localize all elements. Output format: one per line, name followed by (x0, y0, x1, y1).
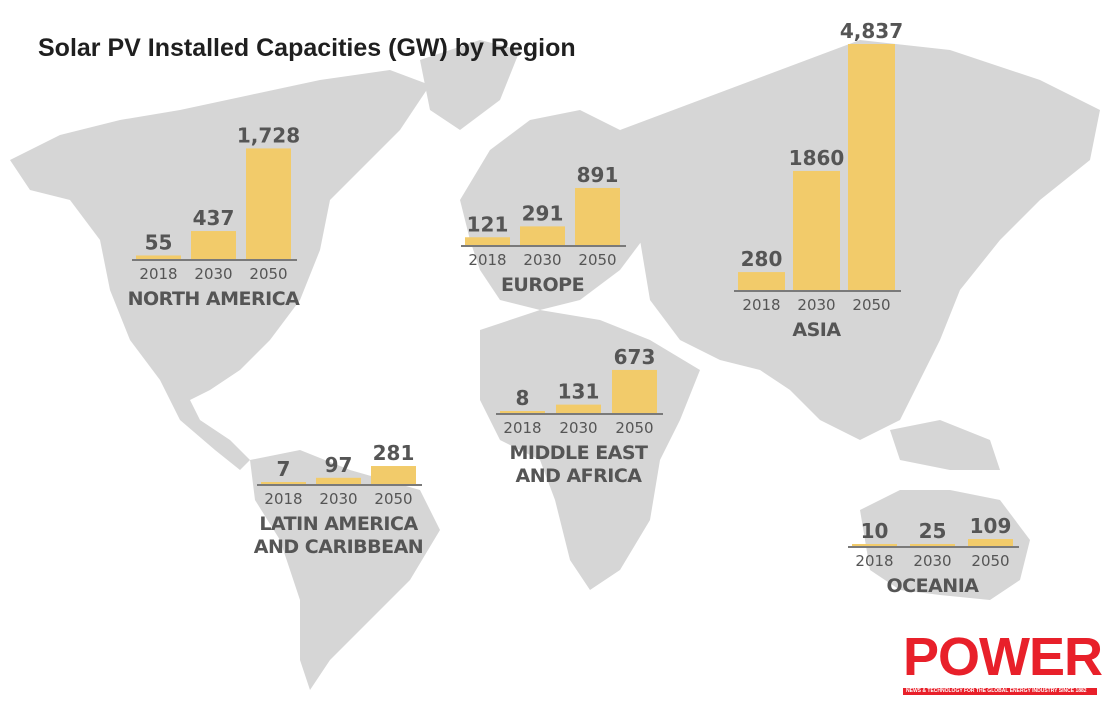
year-tick-label: 2050 (249, 265, 287, 283)
data-label: 55 (145, 230, 173, 254)
year-tick-label: 2018 (855, 552, 893, 570)
region-label: AND AFRICA (515, 465, 642, 487)
region-label: EUROPE (501, 274, 584, 296)
year-tick-label: 2030 (559, 419, 597, 437)
region-label: MIDDLE EAST (509, 442, 648, 464)
europe-shape (460, 110, 650, 310)
logo-tagline: NEWS & TECHNOLOGY FOR THE GLOBAL ENERGY … (903, 688, 1097, 695)
region-group-europe: 121 2018 291 2030 891 2050 EUROPE (461, 163, 626, 296)
region-label: ASIA (792, 319, 841, 341)
data-label: 7 (277, 457, 291, 481)
logo-wordmark: POWER (903, 627, 1103, 687)
south-america-shape (250, 450, 440, 690)
data-label: 121 (467, 212, 509, 236)
region-group-oceania: 10 2018 25 2030 109 2050 OCEANIA (848, 514, 1019, 597)
year-tick-label: 2030 (194, 265, 232, 283)
year-tick-label: 2030 (523, 251, 561, 269)
year-tick-label: 2050 (615, 419, 653, 437)
bar (612, 369, 657, 413)
data-label: 437 (193, 206, 235, 230)
bar (738, 272, 785, 290)
bar (968, 539, 1013, 546)
year-tick-label: 2018 (264, 490, 302, 508)
southeast-asia-islands-shape (890, 420, 1000, 470)
data-label: 10 (861, 519, 889, 543)
bar (465, 237, 510, 245)
data-label: 673 (614, 345, 656, 369)
data-label: 25 (919, 519, 947, 543)
bar (910, 544, 955, 546)
data-label: 1860 (789, 146, 845, 170)
data-label: 281 (373, 441, 415, 465)
bar (136, 255, 181, 259)
region-label: OCEANIA (887, 575, 980, 597)
data-label: 891 (577, 163, 619, 187)
north-america-shape (10, 70, 430, 470)
bar (575, 187, 620, 245)
bar (371, 466, 416, 484)
data-label: 280 (741, 247, 783, 271)
year-tick-label: 2030 (319, 490, 357, 508)
bar (191, 231, 236, 259)
year-tick-label: 2018 (468, 251, 506, 269)
region-label: AND CARIBBEAN (254, 536, 423, 558)
year-tick-label: 2030 (913, 552, 951, 570)
year-tick-label: 2050 (852, 296, 890, 314)
data-label: 291 (522, 201, 564, 225)
bar (793, 170, 840, 290)
data-label: 109 (970, 514, 1012, 538)
bar (261, 482, 306, 484)
bar (316, 477, 361, 484)
data-label: 97 (325, 453, 353, 477)
data-label: 1,728 (237, 123, 300, 147)
data-label: 131 (558, 380, 600, 404)
bar (246, 148, 291, 259)
region-group-asia: 280 2018 1860 2030 4,837 2050 ASIA (734, 19, 903, 341)
year-tick-label: 2050 (374, 490, 412, 508)
year-tick-label: 2030 (797, 296, 835, 314)
bar (852, 544, 897, 546)
year-tick-label: 2018 (139, 265, 177, 283)
power-logo: POWER NEWS & TECHNOLOGY FOR THE GLOBAL E… (903, 626, 1103, 695)
year-tick-label: 2050 (971, 552, 1009, 570)
bar (556, 404, 601, 413)
data-label: 8 (516, 386, 530, 410)
chart-title: Solar PV Installed Capacities (GW) by Re… (38, 34, 576, 62)
bar (500, 411, 545, 413)
bar-groups: 55 2018 437 2030 1,728 2050 NORTH AMERICA 121 20… (128, 19, 1019, 597)
greenland-shape (420, 40, 520, 130)
region-label: NORTH AMERICA (128, 288, 301, 310)
bar (520, 226, 565, 245)
year-tick-label: 2050 (578, 251, 616, 269)
bar (848, 44, 895, 290)
year-tick-label: 2018 (503, 419, 541, 437)
region-group-north-america: 55 2018 437 2030 1,728 2050 NORTH AMERICA (128, 123, 301, 310)
region-label: LATIN AMERICA (259, 513, 418, 535)
data-label: 4,837 (840, 19, 903, 43)
year-tick-label: 2018 (742, 296, 780, 314)
